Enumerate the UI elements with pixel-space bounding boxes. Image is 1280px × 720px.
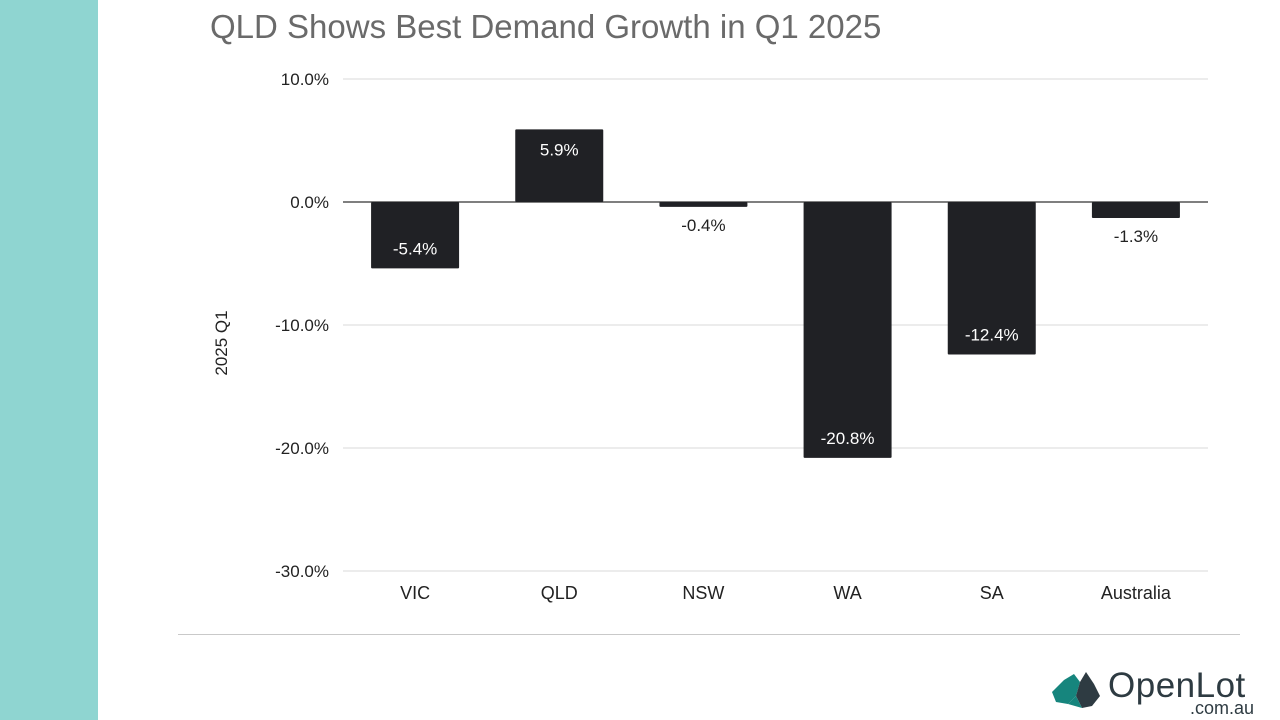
x-tick-label: QLD <box>541 583 578 603</box>
bar-australia <box>1091 202 1180 218</box>
y-tick-label: -10.0% <box>275 316 329 335</box>
y-tick-label: 0.0% <box>290 193 329 212</box>
y-tick-label: 10.0% <box>281 70 329 89</box>
bar-chart: 10.0% 0.0% -10.0% -20.0% -30.0% 2025 Q1 -5.4% V… <box>212 70 1208 603</box>
bar-sa <box>947 202 1036 355</box>
side-accent-stripe <box>0 0 98 720</box>
australia-map-icon <box>1052 672 1100 708</box>
x-tick-label: Australia <box>1101 583 1172 603</box>
x-tick-label: WA <box>833 583 861 603</box>
bar-data-label: -12.4% <box>965 326 1019 345</box>
openlot-logo: OpenLot .com.au <box>1048 666 1258 720</box>
chart-title: QLD Shows Best Demand Growth in Q1 2025 <box>210 8 882 45</box>
bar-nsw <box>659 202 748 207</box>
bar-data-label: -20.8% <box>821 429 875 448</box>
bar-wa <box>803 202 892 458</box>
bar-data-label: -5.4% <box>393 239 437 258</box>
bar-qld <box>515 129 604 202</box>
logo-domain-text: .com.au <box>1189 698 1254 718</box>
logo-brand-text: OpenLot <box>1108 666 1246 705</box>
bar-data-label: -0.4% <box>681 216 725 235</box>
x-tick-label: VIC <box>400 583 430 603</box>
bar-vic <box>371 202 460 269</box>
footer-divider <box>178 634 1240 635</box>
y-tick-label: -20.0% <box>275 439 329 458</box>
x-tick-label: NSW <box>682 583 724 603</box>
bar-data-label: -1.3% <box>1114 227 1158 246</box>
bar-data-label: 5.9% <box>540 140 579 159</box>
y-axis-label: 2025 Q1 <box>212 310 231 375</box>
y-tick-label: -30.0% <box>275 562 329 581</box>
x-tick-label: SA <box>980 583 1004 603</box>
